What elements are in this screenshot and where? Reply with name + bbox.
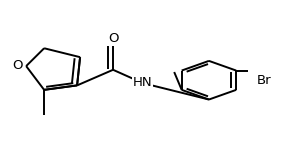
Text: O: O: [108, 32, 118, 45]
Text: HN: HN: [132, 76, 152, 89]
Text: O: O: [13, 59, 23, 72]
Text: Br: Br: [257, 74, 272, 87]
